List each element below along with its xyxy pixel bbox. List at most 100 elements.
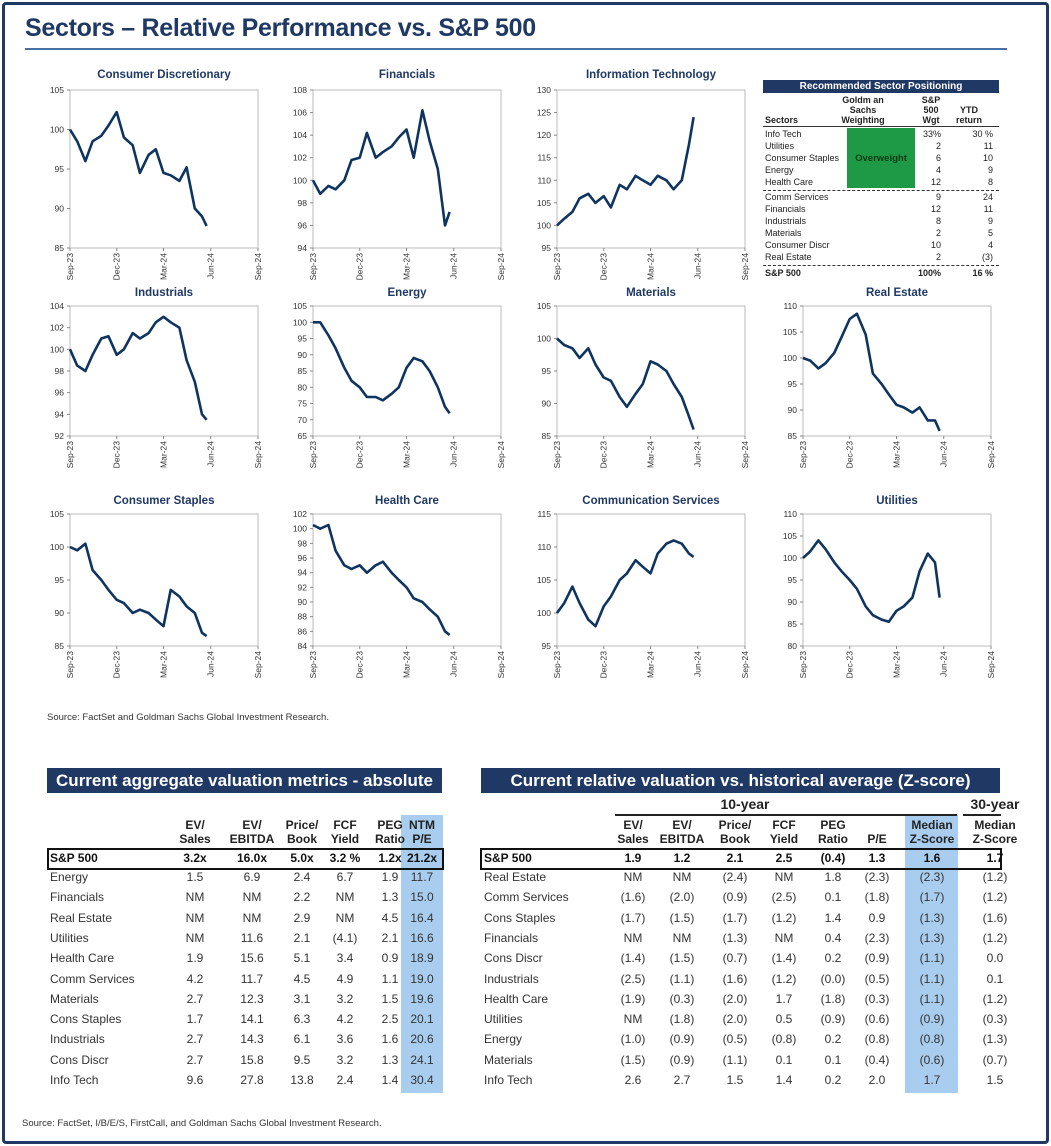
value-cell: 1.7	[775, 991, 793, 1006]
y-tick-label: 95	[788, 379, 798, 389]
thirty-year-group-label: 30-year	[970, 796, 1020, 812]
y-tick-label: 90	[788, 405, 798, 415]
y-tick-label: 95	[55, 575, 65, 585]
column-header: NTM	[409, 818, 435, 832]
value-cell: 14.3	[240, 1032, 264, 1047]
row-label: Health Care	[484, 991, 549, 1006]
x-tick-label: Sep-23	[552, 441, 562, 469]
value-cell: (1.3)	[982, 1032, 1008, 1047]
chart-communication-services: Communication Services 95 100 105 110 115 Sep-…	[537, 495, 750, 678]
y-tick-label: 120	[537, 130, 551, 140]
y-tick-label: 98	[298, 198, 308, 208]
x-tick-label: Dec-23	[355, 651, 365, 679]
ytd-return: 5	[987, 228, 993, 238]
y-tick-label: 85	[788, 431, 798, 441]
source-note-top: Source: FactSet and Goldman Sachs Global…	[47, 712, 329, 723]
x-tick-label: Sep-23	[798, 651, 808, 679]
value-cell: 2.5	[381, 1012, 399, 1027]
ytd-return: 11	[983, 141, 993, 151]
row-label: Comm Services	[484, 890, 569, 905]
column-header: Price/	[285, 818, 319, 832]
value-cell: (0.9)	[669, 1032, 695, 1047]
row-label: Cons Staples	[484, 910, 556, 925]
column-header: Price/	[718, 818, 752, 832]
x-tick-label: Mar-24	[645, 651, 655, 678]
plot-area	[69, 89, 259, 249]
value-cell: (0.6)	[864, 1012, 890, 1027]
value-cell: 19.0	[410, 971, 434, 986]
value-cell: 2.1	[381, 930, 399, 945]
value-cell: 2.1	[726, 851, 744, 865]
x-tick-label: Jun-24	[206, 253, 216, 279]
value-cell: (1.5)	[620, 1052, 646, 1067]
x-tick-label: Mar-24	[891, 651, 901, 678]
y-tick-label: 100	[50, 125, 64, 135]
row-label: Comm Services	[50, 971, 135, 986]
value-cell: (0.4)	[864, 1052, 890, 1067]
sp500-weight: 2	[935, 228, 941, 238]
value-cell: NM	[185, 910, 205, 925]
value-cell: 1.5	[726, 1073, 744, 1087]
value-cell: 5.0x	[290, 851, 314, 865]
series-line	[68, 315, 208, 421]
y-tick-label: 100	[783, 353, 797, 363]
sp500-row-box	[47, 848, 444, 870]
y-tick-label: 110	[537, 175, 551, 185]
x-tick-label: Dec-23	[355, 253, 365, 281]
y-tick-label: 85	[55, 641, 65, 651]
chart-title: Real Estate	[866, 287, 928, 299]
chart-consumer-staples: Consumer Staples 85 90 95 100 105 Sep-23 Dec-23…	[50, 495, 263, 678]
x-tick-label: Jun-24	[939, 651, 949, 677]
value-cell: 1.9	[381, 870, 399, 884]
value-cell: (0.8)	[864, 1032, 890, 1047]
column-header: Yield	[769, 832, 799, 846]
y-tick-label: 105	[50, 85, 64, 95]
x-tick-label: Sep-24	[253, 651, 263, 679]
x-tick-label: Mar-24	[158, 441, 168, 468]
value-cell: 2.5	[775, 851, 793, 865]
sp500-weight: 8	[935, 216, 941, 226]
sp500-weight: 100%	[917, 268, 941, 278]
series-line	[556, 337, 695, 430]
y-tick-label: 90	[55, 204, 65, 214]
value-cell: 27.8	[240, 1073, 264, 1087]
value-cell: (2.3)	[864, 930, 890, 945]
y-tick-label: 95	[788, 575, 798, 585]
y-tick-label: 105	[293, 301, 307, 311]
value-cell: 2.0	[868, 1073, 886, 1087]
sector-name: Financials	[765, 204, 806, 214]
column-header: Z-Score	[909, 832, 955, 846]
chart-consumer-discretionary: Consumer Discretionary 85 90 95 100 105 Sep-23…	[50, 69, 263, 280]
plot-area	[802, 305, 992, 437]
value-cell: 3.1	[293, 991, 311, 1006]
value-cell: 11.7	[410, 870, 434, 884]
positioning-row: Info Tech 33% 30 %	[763, 129, 999, 140]
row-label: Energy	[50, 870, 89, 884]
x-tick-label: Sep-23	[308, 253, 318, 281]
sp500-weight: 33%	[922, 129, 941, 139]
value-cell: 2.7	[673, 1073, 691, 1087]
plot-area	[312, 89, 502, 249]
column-header: P/E	[867, 832, 887, 846]
value-cell: NM	[335, 890, 355, 905]
y-tick-label: 130	[537, 85, 551, 95]
header-rule	[763, 126, 999, 127]
y-tick-label: 102	[293, 509, 307, 519]
value-cell: 3.2	[336, 1052, 354, 1067]
value-cell: 0.2	[824, 1073, 842, 1087]
y-tick-label: 80	[788, 641, 798, 651]
value-cell: (1.3)	[919, 910, 945, 925]
value-cell: 0.1	[824, 890, 842, 905]
value-cell: 0.2	[824, 951, 842, 966]
y-tick-label: 105	[783, 327, 797, 337]
row-label: Industrials	[50, 1032, 105, 1047]
y-tick-label: 70	[298, 415, 308, 425]
sp500-weight: 12	[930, 204, 941, 214]
x-tick-label: Sep-23	[798, 441, 808, 469]
x-tick-label: Dec-23	[355, 441, 365, 469]
chart-title: Materials	[626, 287, 676, 299]
value-cell: (0.3)	[669, 991, 695, 1006]
y-tick-label: 86	[298, 626, 308, 636]
sp500-weight: 9	[935, 192, 941, 202]
y-tick-label: 105	[537, 198, 551, 208]
